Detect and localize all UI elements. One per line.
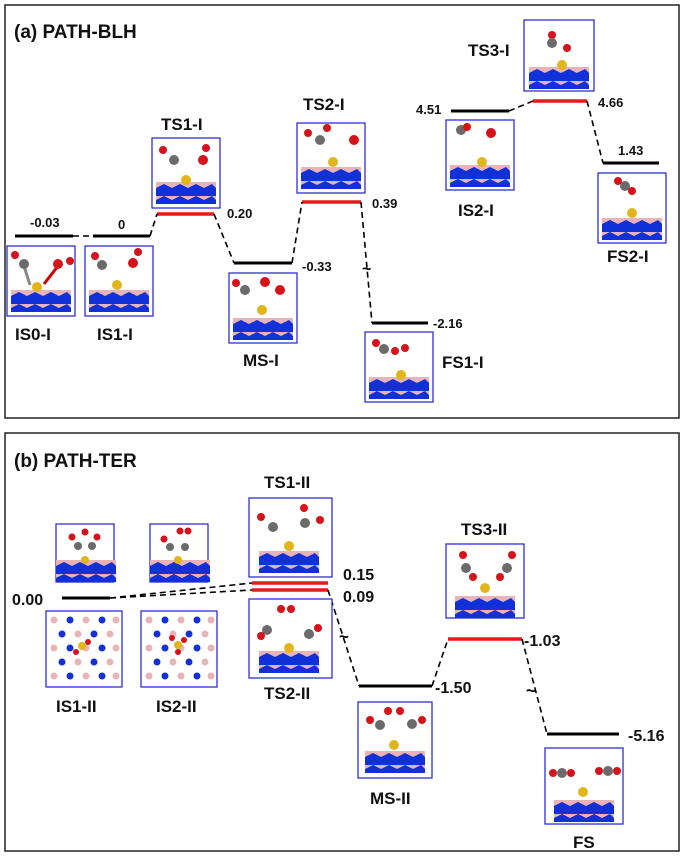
label-ms-i: MS-I bbox=[243, 351, 279, 370]
label-ts1-i: TS1-I bbox=[161, 115, 203, 134]
label-is1-ii: IS1-II bbox=[56, 697, 97, 716]
label-fs2-i: FS2-I bbox=[607, 247, 649, 266]
energy-ts2-ii: 0.09 bbox=[343, 589, 374, 606]
panel-b-frame bbox=[4, 432, 680, 852]
label-ts3-ii: TS3-II bbox=[461, 520, 507, 539]
label-ts3-i: TS3-I bbox=[468, 41, 510, 60]
structure-is2-ii-top bbox=[140, 610, 218, 688]
panel-b-title: (b) PATH-TER bbox=[14, 451, 137, 472]
panel-a-title: (a) PATH-BLH bbox=[14, 22, 137, 43]
panel-a-levels bbox=[15, 99, 659, 325]
break-mark-b2: ~ bbox=[526, 681, 536, 700]
structure-fs2-i bbox=[597, 172, 667, 244]
energy-is-ii: 0.00 bbox=[12, 592, 43, 609]
structure-is1-i bbox=[84, 245, 154, 317]
structure-is1-ii-side bbox=[55, 523, 116, 583]
label-is0-i: IS0-I bbox=[15, 325, 51, 344]
break-mark-b1: ~ bbox=[339, 627, 349, 646]
structure-fs1-i bbox=[364, 331, 434, 403]
structure-is1-ii-top bbox=[45, 610, 123, 688]
structure-is0-i bbox=[6, 245, 76, 317]
panel-b-connectors bbox=[109, 582, 548, 735]
energy-fs: -5.16 bbox=[628, 728, 665, 745]
energy-is2-i: 4.51 bbox=[416, 102, 441, 117]
label-is1-i: IS1-I bbox=[97, 325, 133, 344]
structure-ts3-ii bbox=[445, 543, 525, 619]
label-is2-ii: IS2-II bbox=[156, 697, 197, 716]
energy-ts2-i: 0.39 bbox=[372, 196, 397, 211]
structure-ts2-i bbox=[296, 122, 366, 194]
structure-ts2-ii bbox=[248, 598, 333, 679]
label-fs: FS bbox=[573, 833, 595, 852]
energy-ts3-i: 4.66 bbox=[598, 95, 623, 110]
energy-is1-i: 0 bbox=[118, 217, 125, 232]
break-mark-a: ~ bbox=[362, 261, 371, 278]
label-ms-ii: MS-II bbox=[370, 789, 411, 808]
structure-ms-i bbox=[228, 272, 298, 344]
panel-a-connectors bbox=[73, 100, 604, 324]
structure-fs bbox=[544, 747, 624, 825]
energy-ts1-i: 0.20 bbox=[227, 206, 252, 221]
label-ts1-ii: TS1-II bbox=[264, 473, 310, 492]
label-ts2-ii: TS2-II bbox=[264, 684, 310, 703]
panel-a-frame bbox=[4, 4, 680, 419]
structure-is2-ii-side bbox=[149, 523, 210, 583]
energy-is0-i: -0.03 bbox=[30, 215, 60, 230]
energy-ts3-ii: -1.03 bbox=[524, 633, 561, 650]
structure-ts1-i bbox=[151, 137, 221, 209]
energy-fs1-i: -2.16 bbox=[433, 316, 463, 331]
label-is2-i: IS2-I bbox=[458, 201, 494, 220]
panel-b-levels bbox=[62, 581, 619, 736]
label-ts2-i: TS2-I bbox=[303, 95, 345, 114]
structure-ts1-ii bbox=[248, 497, 333, 578]
energy-ts1-ii: 0.15 bbox=[343, 567, 374, 584]
structure-ts3-i bbox=[523, 19, 595, 92]
energy-fs2-i: 1.43 bbox=[618, 143, 643, 158]
label-fs1-i: FS1-I bbox=[442, 353, 484, 372]
energy-ms-i: -0.33 bbox=[302, 259, 332, 274]
energy-ms-ii: -1.50 bbox=[435, 680, 472, 697]
structure-is2-i bbox=[445, 119, 515, 191]
structure-ms-ii bbox=[357, 701, 433, 779]
